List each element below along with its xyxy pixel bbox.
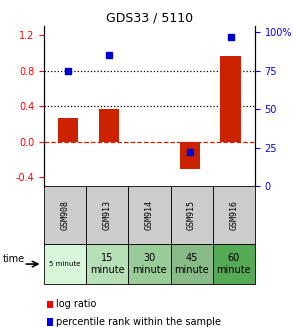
- Text: 15
minute: 15 minute: [90, 253, 125, 275]
- Text: GSM914: GSM914: [145, 200, 154, 230]
- Text: GSM908: GSM908: [61, 200, 69, 230]
- Title: GDS33 / 5110: GDS33 / 5110: [106, 12, 193, 25]
- Bar: [180, 142, 200, 169]
- Text: 30
minute: 30 minute: [132, 253, 167, 275]
- Text: GSM915: GSM915: [187, 200, 196, 230]
- Text: time: time: [3, 254, 25, 264]
- Text: log ratio: log ratio: [56, 299, 97, 309]
- Bar: [58, 118, 79, 142]
- Text: 5 minute: 5 minute: [49, 261, 81, 267]
- Bar: [220, 56, 241, 142]
- Text: percentile rank within the sample: percentile rank within the sample: [56, 317, 221, 327]
- Bar: [99, 109, 119, 142]
- Text: GSM916: GSM916: [229, 200, 238, 230]
- Text: GSM913: GSM913: [103, 200, 112, 230]
- Text: 45
minute: 45 minute: [174, 253, 209, 275]
- Text: 60
minute: 60 minute: [217, 253, 251, 275]
